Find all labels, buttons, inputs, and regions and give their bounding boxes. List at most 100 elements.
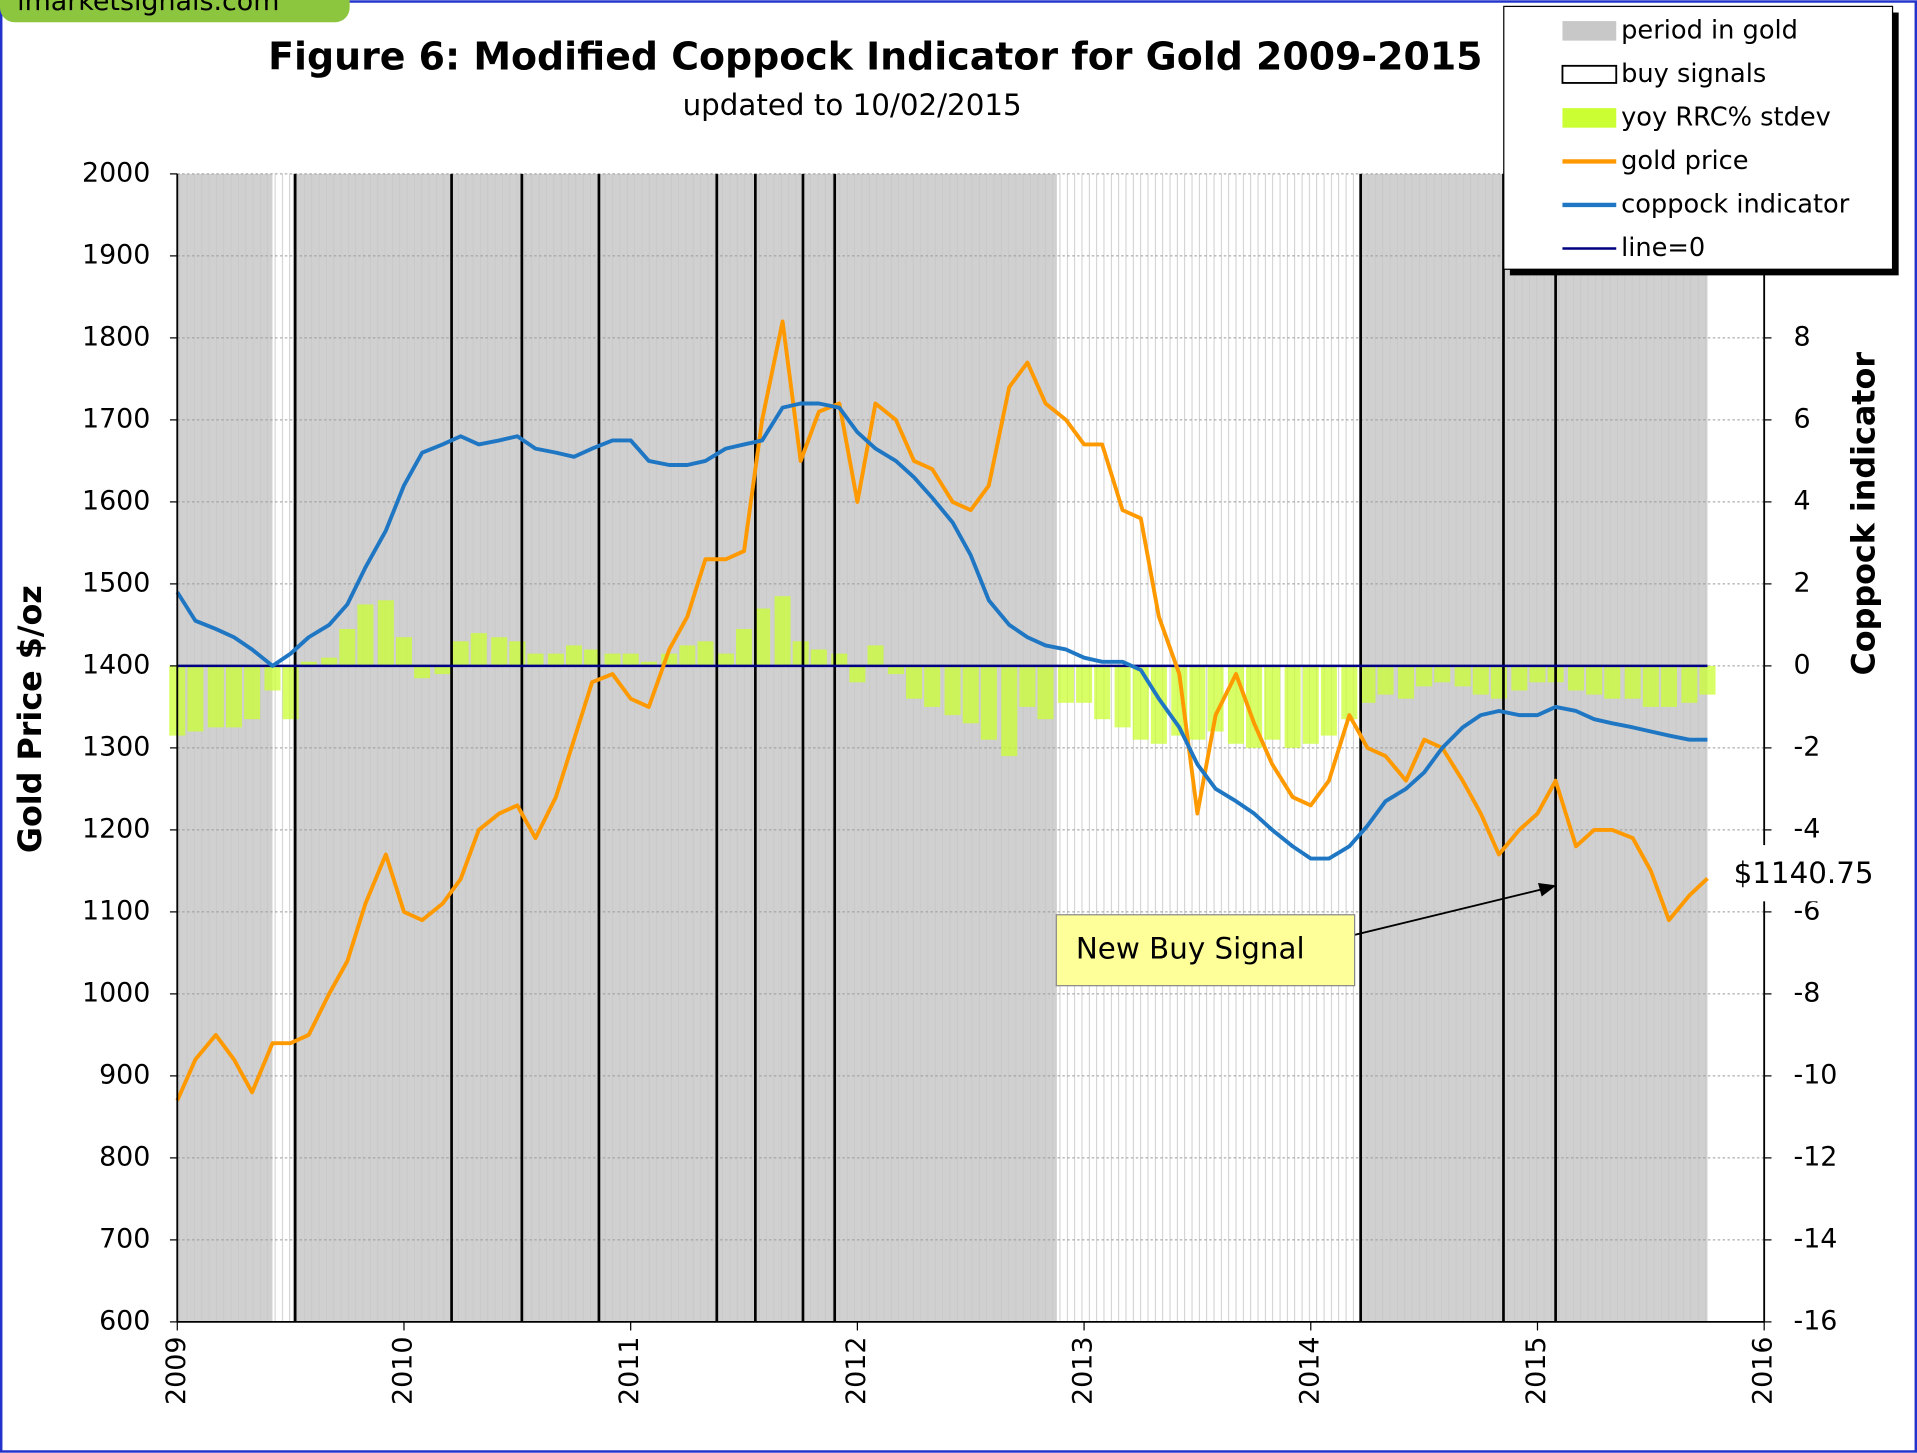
yoy-bar (1094, 665, 1111, 720)
yoy-bar (321, 657, 338, 666)
yoy-bar (434, 665, 451, 675)
yoy-bar (1397, 665, 1415, 699)
yoy-bar (1189, 665, 1206, 740)
x-tick-label: 2012 (841, 1337, 872, 1405)
gold-line (175, 319, 1709, 1102)
yoy-bar (357, 604, 374, 666)
legend-swatch (1561, 64, 1618, 84)
yoy-bar (339, 628, 356, 666)
y-tick-label: 1100 (82, 895, 150, 926)
plot-area (169, 173, 1765, 1323)
legend-label: gold price (1621, 146, 1748, 176)
yoy-bar (1019, 665, 1036, 707)
y-tick-label: 800 (99, 1141, 150, 1172)
yoy-bar (300, 661, 317, 666)
annotation-arrow (1326, 888, 1544, 943)
yoy-bar (697, 641, 714, 666)
price-label: $1140.75 (1734, 856, 1874, 890)
overlay: 600 700 800 900 1000 1100 1200 1300 1400 1500 1600… (82, 5, 1899, 1405)
yoy-bar (1604, 665, 1621, 699)
yoy-bar (944, 665, 961, 716)
yoy-bar (980, 665, 997, 740)
yoy-bar (527, 653, 544, 666)
yoy-bar (1246, 665, 1263, 748)
x-tick-label: 2011 (614, 1337, 645, 1405)
yoy-bar (565, 645, 583, 666)
y2-axis-label: Coppock indicator (1847, 352, 1883, 676)
gold-period-band (177, 173, 273, 1322)
price-label-box (1723, 845, 1876, 902)
yoy-bar (1624, 665, 1641, 699)
y2-tick-label: 4 (1794, 485, 1811, 516)
yoy-bar (604, 653, 621, 666)
yoy-bar (264, 665, 281, 691)
yoy-bar (1454, 665, 1471, 687)
yoy-bar (622, 653, 639, 666)
yoy-bar (792, 641, 809, 666)
yoy-bar (452, 641, 469, 666)
y2-tick-label: 8 (1794, 321, 1811, 352)
y2-tick-label: -10 (1794, 1059, 1838, 1090)
yoy-bar (1284, 665, 1301, 748)
coppock-line (175, 401, 1708, 861)
yoy-bar (547, 653, 564, 666)
y2-tick-label: -8 (1794, 977, 1821, 1008)
logo: imarketsignals.com (17, 0, 279, 17)
yoy-bar (1660, 665, 1677, 707)
legend-label: coppock indicator (1621, 189, 1850, 219)
yoy-bar (849, 665, 866, 683)
yoy-bar (207, 665, 224, 728)
yoy-bar (1586, 665, 1603, 695)
chart-title: Figure 6: Modified Coppock Indicator for… (268, 34, 1482, 78)
yoy-bar (395, 637, 413, 666)
y-tick-label: 1300 (82, 731, 150, 762)
x-tick-label: 2010 (387, 1337, 418, 1405)
yoy-bar (1320, 665, 1337, 736)
y-tick-label: 1400 (82, 649, 150, 680)
yoy-bar (1434, 665, 1451, 683)
arrow-head (1538, 882, 1557, 897)
yoy-bar (1001, 665, 1018, 757)
yoy-bar (470, 633, 487, 666)
yoy-bar (1416, 665, 1433, 687)
yoy-bar (1076, 665, 1093, 703)
yoy-bar (754, 608, 771, 666)
y-tick-label: 1600 (82, 485, 150, 516)
y-tick-label: 1000 (82, 977, 150, 1008)
y2-tick-label: 2 (1794, 567, 1811, 598)
x-tick-label: 2014 (1294, 1337, 1325, 1405)
yoy-bar (1377, 665, 1394, 695)
logo-box (0, 0, 350, 23)
y-tick-label: 1800 (82, 321, 150, 352)
legend-label: yoy RRC% stdev (1621, 102, 1831, 132)
yoy-bar (1207, 665, 1224, 732)
yoy-bar (1037, 665, 1054, 720)
legend-label: line=0 (1621, 233, 1705, 263)
yoy-bar (1699, 665, 1716, 695)
gold-period-band (292, 173, 1057, 1322)
yoy-bar (491, 637, 508, 666)
x-tick-label: 2009 (161, 1337, 192, 1405)
yoy-bar (1511, 665, 1528, 691)
y-tick-label: 1900 (82, 239, 150, 270)
chart-subtitle: updated to 10/02/2015 (683, 88, 1022, 122)
yoy-bar (774, 596, 791, 666)
y2-tick-label: -16 (1794, 1305, 1838, 1336)
yoy-bar (187, 665, 204, 732)
yoy-bar (1642, 665, 1659, 707)
y2-tick-label: -12 (1794, 1141, 1838, 1172)
yoy-bar (1132, 665, 1149, 740)
yoy-bar (1057, 665, 1074, 703)
yoy-bar (1302, 665, 1319, 744)
yoy-bar (1472, 665, 1489, 695)
y-tick-label: 900 (99, 1059, 150, 1090)
legend-swatch (1562, 21, 1617, 41)
y2-tick-label: 6 (1794, 403, 1811, 434)
yoy-bar (244, 665, 261, 720)
y2-tick-label: 0 (1794, 649, 1811, 680)
y-tick-label: 1500 (82, 567, 150, 598)
annotation-box (1055, 914, 1356, 987)
yoy-bar (1341, 665, 1358, 720)
